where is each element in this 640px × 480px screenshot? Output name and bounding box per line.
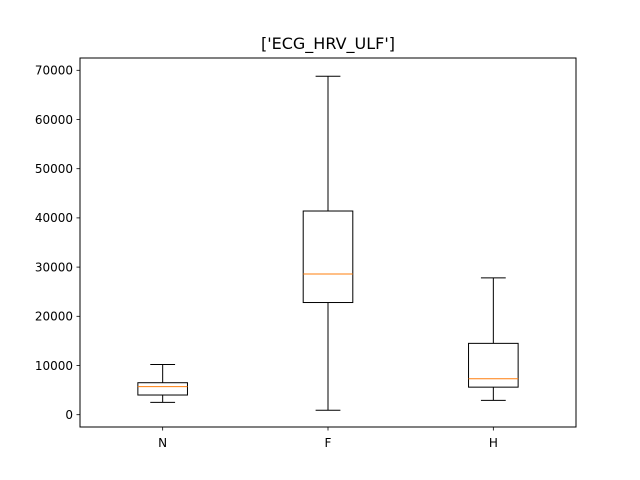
box-N xyxy=(137,364,188,403)
box-H xyxy=(468,277,519,401)
y-tick-label: 60000 xyxy=(35,113,73,127)
y-tick-label: 70000 xyxy=(35,64,73,78)
x-tick-label: H xyxy=(489,436,498,450)
y-tick-label: 40000 xyxy=(35,211,73,225)
box-body xyxy=(137,382,188,396)
y-tick-label: 10000 xyxy=(35,359,73,373)
plot-area: 0 10000 20000 30000 40000 50000 60000 70000 N F H xyxy=(35,64,519,450)
y-tick-label: 50000 xyxy=(35,162,73,176)
x-tick-label: N xyxy=(158,436,167,450)
y-tick-label: 20000 xyxy=(35,310,73,324)
box-body xyxy=(468,342,519,388)
box-F xyxy=(302,75,354,411)
axes-frame xyxy=(79,57,577,428)
x-tick-label: F xyxy=(325,436,332,450)
y-tick-label: 0 xyxy=(65,408,73,422)
chart-title: ['ECG_HRV_ULF'] xyxy=(261,34,395,54)
box-body xyxy=(302,210,354,304)
y-tick-label: 30000 xyxy=(35,260,73,274)
